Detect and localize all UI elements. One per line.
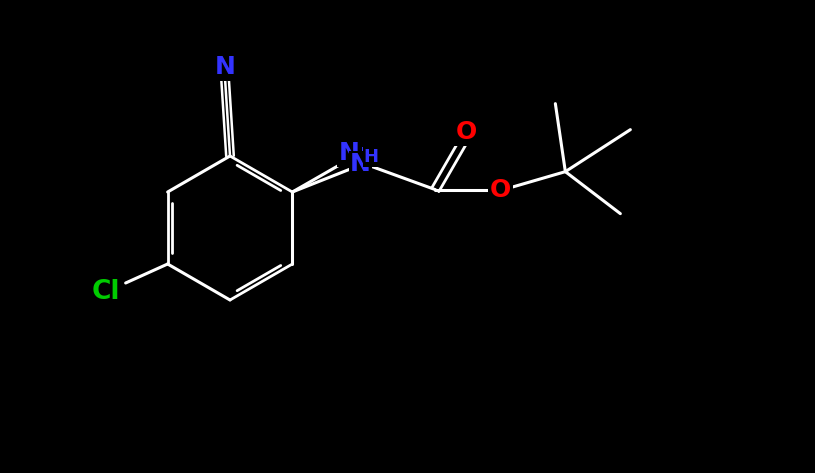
- Text: N: N: [214, 55, 236, 79]
- Text: H: H: [363, 148, 379, 166]
- Text: N: N: [339, 140, 359, 165]
- Text: O: O: [456, 120, 478, 144]
- Text: H: H: [350, 146, 365, 164]
- Text: Cl: Cl: [91, 279, 120, 305]
- Text: O: O: [490, 178, 511, 201]
- Text: N: N: [350, 152, 371, 176]
